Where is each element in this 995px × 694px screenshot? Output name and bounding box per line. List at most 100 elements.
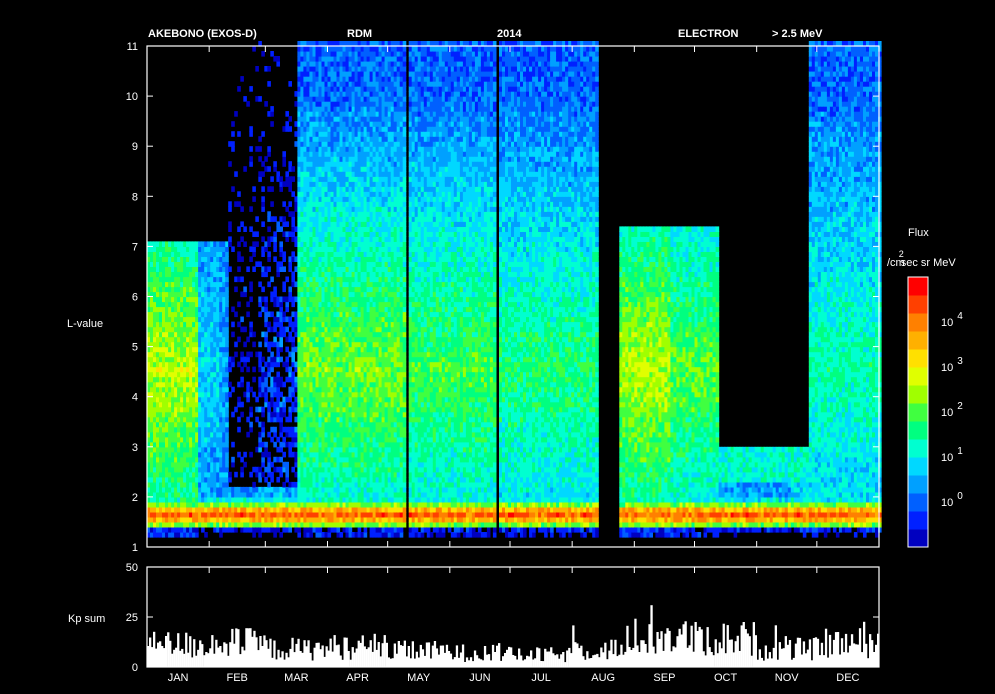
heatmap-cell: [237, 501, 241, 508]
heatmap-cell: [147, 266, 151, 272]
heatmap-cell: [201, 336, 205, 343]
heatmap-cell: [363, 171, 368, 177]
heatmap-cell: [360, 511, 365, 518]
heatmap-cell: [171, 276, 175, 283]
heatmap-cell: [300, 271, 304, 278]
heatmap-cell: [264, 401, 268, 408]
heatmap-cell: [156, 371, 160, 378]
heatmap-cell: [183, 271, 187, 278]
heatmap-cell: [342, 506, 347, 513]
heatmap-cell: [195, 366, 199, 373]
header-mission: AKEBONO (EXOS-D): [148, 28, 257, 40]
heatmap-cell: [219, 411, 223, 418]
heatmap-cell: [312, 491, 317, 498]
heatmap-cell: [300, 496, 304, 503]
heatmap-cell: [189, 336, 193, 343]
heatmap-cell: [300, 161, 304, 167]
heatmap-cell: [330, 61, 335, 67]
heatmap-cell: [204, 446, 208, 453]
heatmap-cell: [198, 271, 202, 278]
heatmap-cell: [372, 527, 377, 533]
heatmap-cell: [348, 476, 353, 483]
heatmap-cell: [360, 261, 365, 267]
heatmap-cell: [291, 361, 295, 368]
heatmap-cell: [363, 181, 368, 187]
heatmap-cell: [216, 301, 220, 308]
heatmap-cell: [309, 256, 313, 262]
heatmap-cell: [300, 516, 304, 523]
heatmap-cell: [336, 106, 341, 112]
heatmap-cell: [273, 356, 277, 363]
heatmap-cell: [366, 161, 371, 167]
heatmap-cell: [294, 236, 298, 242]
heatmap-cell: [231, 321, 235, 328]
heatmap-cell: [348, 116, 353, 122]
heatmap-cell: [231, 361, 235, 368]
heatmap-cell: [153, 391, 157, 398]
heatmap-cell: [198, 476, 202, 483]
heatmap-cell: [351, 532, 356, 538]
heatmap-cell: [252, 527, 256, 533]
heatmap-cell: [342, 456, 347, 463]
heatmap-cell: [204, 281, 208, 288]
heatmap-cell: [318, 56, 323, 62]
heatmap-cell: [228, 141, 232, 147]
heatmap-cell: [174, 371, 178, 378]
heatmap-cell: [294, 206, 298, 212]
heatmap-cell: [300, 366, 304, 373]
heatmap-cell: [150, 401, 154, 408]
heatmap-cell: [327, 321, 332, 328]
heatmap-cell: [261, 356, 265, 363]
heatmap-cell: [297, 231, 301, 237]
heatmap-cell: [273, 527, 277, 533]
heatmap-cell: [330, 241, 335, 247]
heatmap-cell: [303, 396, 307, 403]
heatmap-cell: [243, 361, 247, 368]
heatmap-cell: [267, 491, 271, 498]
heatmap-cell: [333, 46, 338, 52]
heatmap-cell: [324, 231, 329, 237]
heatmap-cell: [264, 316, 268, 323]
heatmap-cell: [369, 101, 374, 107]
heatmap-cell: [294, 436, 298, 443]
heatmap-cell: [297, 311, 301, 318]
heatmap-cell: [306, 196, 310, 202]
heatmap-cell: [222, 396, 226, 403]
heatmap-cell: [372, 91, 377, 97]
heatmap-cell: [324, 461, 329, 468]
heatmap-cell: [354, 276, 359, 283]
heatmap-cell: [159, 532, 163, 538]
heatmap-cell: [216, 241, 220, 247]
heatmap-cell: [324, 61, 329, 67]
heatmap-cell: [330, 261, 335, 267]
heatmap-cell: [159, 316, 163, 323]
heatmap-cell: [327, 191, 332, 197]
heatmap-cell: [168, 341, 172, 348]
heatmap-cell: [147, 471, 151, 478]
heatmap-cell: [312, 381, 317, 388]
heatmap-cell: [348, 231, 353, 237]
heatmap-cell: [249, 296, 253, 303]
heatmap-cell: [342, 201, 347, 207]
heatmap-cell: [306, 116, 310, 122]
heatmap-cell: [300, 181, 304, 187]
heatmap-cell: [318, 236, 323, 242]
heatmap-cell: [366, 396, 371, 403]
heatmap-cell: [351, 471, 356, 478]
heatmap-cell: [171, 291, 175, 298]
heatmap-cell: [345, 186, 350, 192]
heatmap-cell: [162, 291, 166, 298]
heatmap-cell: [363, 291, 368, 298]
heatmap-cell: [363, 231, 368, 237]
heatmap-cell: [291, 251, 295, 257]
heatmap-cell: [285, 527, 289, 533]
heatmap-cell: [315, 521, 320, 528]
heatmap-cell: [267, 66, 271, 72]
heatmap-cell: [282, 281, 286, 288]
heatmap-cell: [372, 296, 377, 303]
heatmap-cell: [366, 71, 371, 77]
heatmap-cell: [306, 527, 310, 533]
heatmap-cell: [315, 391, 320, 398]
heatmap-cell: [321, 311, 326, 318]
heatmap-cell: [303, 371, 307, 378]
